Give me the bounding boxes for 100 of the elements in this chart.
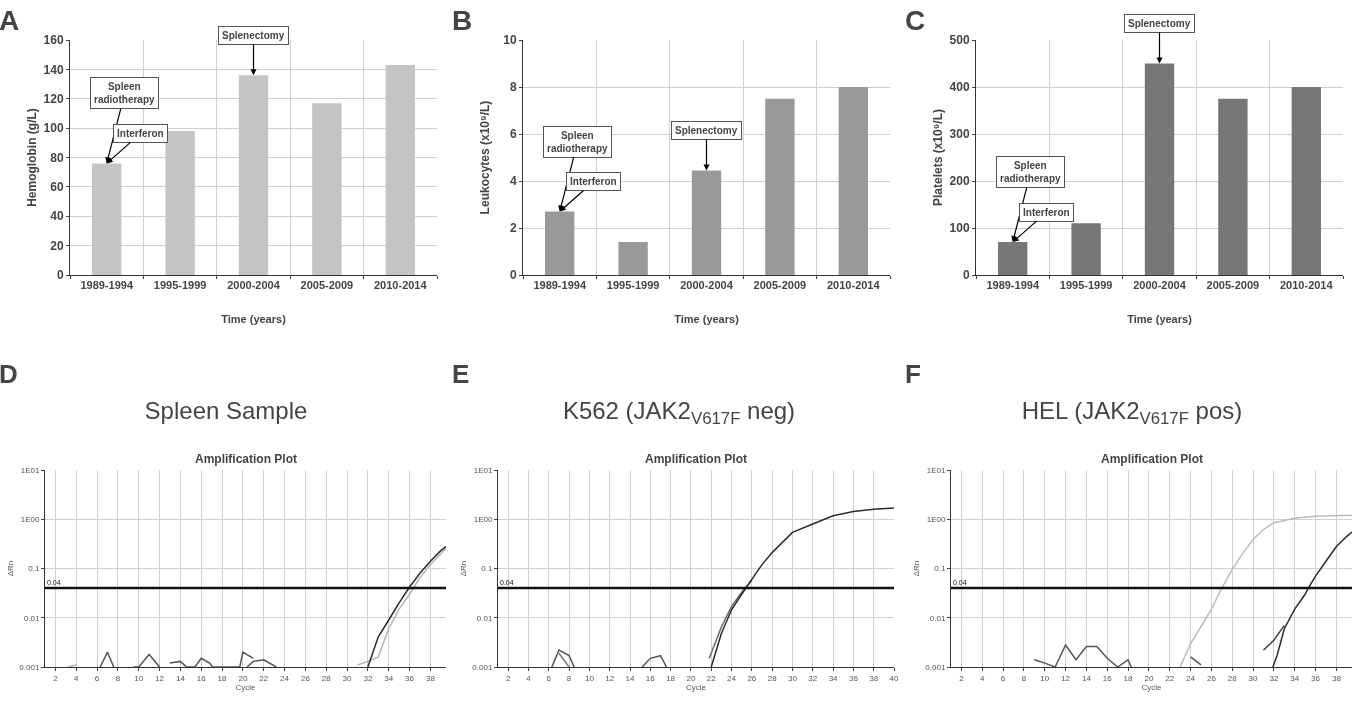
text: D	[0, 359, 18, 389]
x-axis-title: Cycle	[1141, 682, 1163, 692]
x-tick-label: 2000-2004	[1133, 279, 1187, 292]
y-tick-label: 0.001	[925, 662, 946, 672]
annotation: Spleen radiotherapy	[94, 81, 156, 105]
y-tick-label: 10	[503, 33, 517, 48]
x-tick-label: 4	[74, 673, 80, 683]
x-tick-label: 26	[300, 673, 311, 683]
x-tick-label: 14	[1081, 673, 1092, 683]
x-tick-label: 38	[1331, 673, 1342, 683]
y-tick-label: 0.01	[929, 613, 946, 623]
y-tick-label: 60	[50, 180, 64, 195]
x-tick-label: 4	[980, 673, 986, 683]
x-tick-label: 26	[1206, 673, 1217, 683]
text: A	[0, 5, 20, 36]
chart-title: HEL (JAK2$_{V617F}$ pos)	[1021, 396, 1243, 428]
x-tick-label: 38	[869, 673, 879, 683]
x-tick-label: 1989-1994	[986, 279, 1040, 292]
y-axis-title: ΔRn	[459, 560, 469, 577]
chart-subtitle: Amplification Plot	[645, 452, 747, 466]
y-tick-label: 160	[43, 33, 64, 48]
chart-title: Spleen Sample	[144, 396, 308, 424]
x-tick-label: 8	[115, 673, 121, 683]
y-tick-label: 0	[56, 268, 64, 283]
x-tick-label: 30	[788, 673, 798, 683]
x-tick-label: 8	[566, 673, 572, 683]
text: C	[905, 5, 926, 36]
x-tick-label: 34	[828, 673, 839, 683]
annotation: Splenectomy	[675, 125, 738, 136]
x-tick-label: 10	[1040, 673, 1050, 683]
x-tick-label: 10	[134, 673, 144, 683]
x-tick-label: 2000-2004	[680, 279, 734, 292]
annotation: Splenectomy	[1128, 18, 1191, 29]
x-tick-label: 28	[321, 673, 332, 683]
x-tick-label: 28	[767, 673, 778, 683]
x-tick-label: 24	[727, 673, 737, 683]
y-tick-label: 0.1	[28, 564, 40, 574]
annotation: Interferon	[570, 176, 617, 187]
x-tick-label: 16	[1102, 673, 1113, 683]
x-tick-label: 18	[1123, 673, 1134, 683]
x-tick-label: 20	[686, 673, 696, 683]
annotation: Splenectomy	[222, 30, 285, 41]
x-tick-label: 2010-2014	[374, 279, 428, 292]
x-tick-label: 16	[196, 673, 207, 683]
x-tick-label: 12	[1061, 673, 1071, 683]
text: B	[452, 5, 473, 36]
y-tick-label: 500	[949, 33, 970, 48]
x-tick-label: 2000-2004	[227, 279, 281, 292]
y-tick-label: 200	[949, 174, 970, 189]
y-tick-label: 120	[43, 91, 64, 106]
annotation: Spleen radiotherapy	[547, 130, 609, 154]
x-tick-label: 30	[342, 673, 353, 683]
x-tick-label: 1995-1999	[1059, 279, 1113, 292]
x-tick-label: 22	[259, 673, 269, 683]
x-tick-label: 2005-2009	[1206, 279, 1260, 292]
chart-subtitle: Amplification Plot	[195, 452, 297, 466]
text: E	[452, 359, 470, 389]
x-tick-label: 14	[625, 673, 635, 683]
y-axis-title: Platelets (x10⁹/L)	[931, 108, 945, 207]
x-tick-label: 16	[645, 673, 656, 683]
y-tick-label: 400	[949, 80, 970, 95]
x-tick-label: 18	[217, 673, 228, 683]
x-tick-label: 2005-2009	[753, 279, 807, 292]
y-tick-label: 300	[949, 127, 970, 142]
x-tick-label: 1989-1994	[80, 279, 134, 292]
y-tick-label: 2	[509, 221, 517, 236]
y-axis-title: ΔRn	[6, 560, 16, 577]
y-tick-label: 0	[509, 268, 517, 283]
x-tick-label: 22	[1165, 673, 1175, 683]
y-tick-label: 0.001	[19, 662, 40, 672]
y-tick-label: 80	[50, 150, 64, 165]
x-tick-label: 12	[605, 673, 615, 683]
y-tick-label: 1E00	[473, 515, 493, 525]
y-tick-label: 0.01	[476, 613, 493, 623]
x-axis-title: Cycle	[685, 682, 707, 692]
y-tick-label: 140	[43, 62, 64, 77]
x-tick-label: 24	[280, 673, 290, 683]
x-tick-label: 36	[1311, 673, 1321, 683]
y-axis-title: Leukocytes (x10⁹/L)	[478, 100, 492, 215]
x-tick-label: 36	[848, 673, 859, 683]
y-axis-title: Hemoglobin (g/L)	[25, 108, 39, 207]
y-tick-label: 0.1	[934, 564, 946, 574]
y-tick-label: 6	[509, 127, 517, 142]
y-tick-label: 1E01	[926, 465, 946, 475]
x-tick-label: 4	[526, 673, 532, 683]
x-tick-label: 6	[546, 673, 552, 683]
x-tick-label: 28	[1227, 673, 1238, 683]
chart-title: K562 (JAK2$_{V617F}$ neg)	[562, 396, 796, 428]
y-axis-title: ΔRn	[912, 560, 922, 577]
x-axis-title: Time (years)	[1127, 313, 1193, 326]
x-tick-label: 36	[405, 673, 415, 683]
x-tick-label: 18	[666, 673, 676, 683]
x-tick-label: 32	[1269, 673, 1279, 683]
x-tick-label: 6	[94, 673, 100, 683]
y-tick-label: 1E01	[20, 465, 40, 475]
x-tick-label: 32	[363, 673, 373, 683]
y-tick-label: 4	[509, 174, 517, 189]
y-tick-label: 1E00	[20, 515, 40, 525]
y-tick-label: 0.01	[23, 613, 40, 623]
x-tick-label: 14	[175, 673, 186, 683]
